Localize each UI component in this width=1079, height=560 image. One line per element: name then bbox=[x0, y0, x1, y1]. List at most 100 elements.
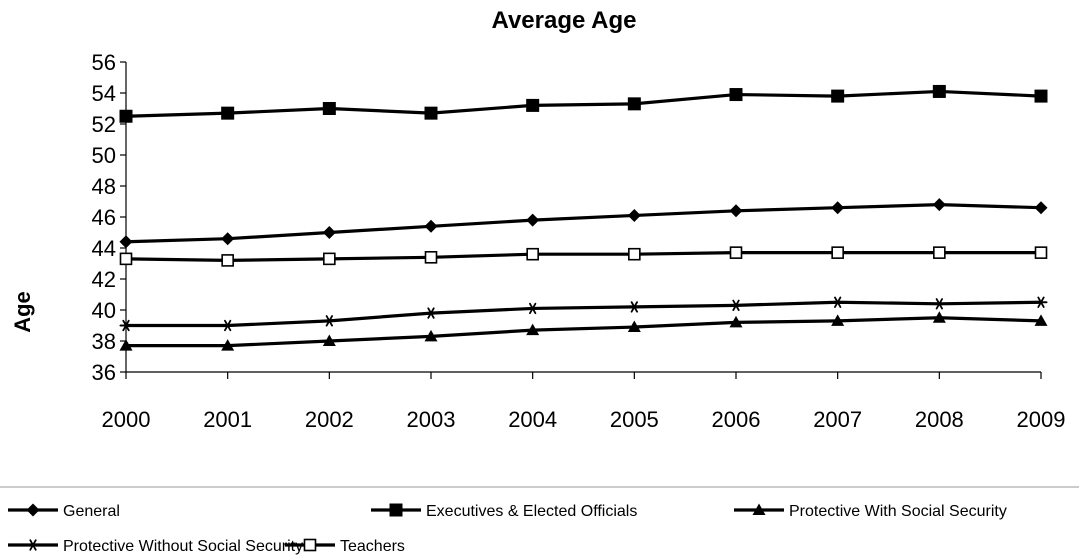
data-point bbox=[323, 252, 336, 266]
data-point bbox=[628, 247, 641, 261]
legend-marker bbox=[389, 503, 403, 517]
data-point bbox=[526, 213, 540, 227]
legend-item: Teachers bbox=[285, 538, 405, 555]
y-tick-label: 48 bbox=[92, 174, 116, 199]
series-layer bbox=[119, 84, 1048, 351]
data-point bbox=[831, 296, 845, 308]
data-point bbox=[119, 319, 133, 332]
legend-item: Protective With Social Security bbox=[734, 503, 1007, 520]
data-point bbox=[526, 98, 540, 112]
data-point bbox=[424, 307, 438, 319]
data-point bbox=[526, 323, 540, 336]
data-point bbox=[424, 106, 438, 120]
legend-label: Protective With Social Security bbox=[789, 503, 1007, 520]
data-point bbox=[831, 201, 845, 215]
data-point bbox=[627, 97, 641, 111]
legend-label: Protective Without Social Security bbox=[63, 538, 303, 555]
legend-label: Teachers bbox=[340, 538, 405, 555]
y-tick-label: 52 bbox=[92, 112, 116, 137]
data-point bbox=[932, 298, 946, 310]
legend-label: Executives & Elected Officials bbox=[426, 503, 637, 520]
data-point bbox=[729, 88, 743, 102]
data-point bbox=[119, 252, 133, 266]
data-point bbox=[424, 219, 438, 233]
y-tick-label: 42 bbox=[92, 267, 116, 292]
data-point bbox=[1034, 246, 1048, 259]
x-tick-label: 2008 bbox=[915, 407, 964, 432]
y-tick-label: 36 bbox=[92, 360, 116, 385]
data-point bbox=[119, 235, 133, 249]
data-point bbox=[729, 246, 743, 259]
data-point bbox=[932, 198, 946, 212]
data-point bbox=[221, 232, 235, 246]
data-point bbox=[526, 247, 539, 261]
data-point bbox=[322, 226, 336, 239]
legend-marker bbox=[26, 539, 40, 551]
data-point bbox=[932, 84, 946, 98]
data-point bbox=[729, 315, 743, 328]
series-line bbox=[125, 89, 1042, 118]
series-1 bbox=[119, 198, 1048, 249]
x-tick-label: 2006 bbox=[712, 407, 761, 432]
legend-item: General bbox=[8, 503, 120, 520]
x-tick-label: 2005 bbox=[610, 407, 659, 432]
series-line bbox=[125, 251, 1041, 262]
y-axis-label: Age bbox=[10, 291, 35, 333]
data-point bbox=[627, 301, 641, 313]
data-point bbox=[221, 339, 235, 351]
x-tick-label: 2009 bbox=[1017, 407, 1066, 432]
legend-marker bbox=[303, 538, 317, 552]
y-tick-label: 54 bbox=[92, 81, 116, 106]
data-point bbox=[729, 299, 743, 312]
data-point bbox=[221, 254, 234, 267]
y-tick-label: 56 bbox=[92, 50, 116, 75]
data-point bbox=[627, 320, 641, 333]
series-4 bbox=[119, 296, 1048, 332]
data-point bbox=[1034, 296, 1048, 308]
series-3 bbox=[119, 311, 1048, 351]
x-tick-label: 2000 bbox=[102, 407, 151, 432]
legend-label: General bbox=[63, 503, 120, 520]
series-2 bbox=[119, 84, 1048, 123]
data-point bbox=[119, 109, 133, 123]
chart-title: Average Age bbox=[492, 7, 637, 34]
y-tick-label: 44 bbox=[92, 236, 116, 261]
series-line bbox=[126, 300, 1042, 328]
legend-item: Executives & Elected Officials bbox=[371, 503, 637, 520]
y-tick-label: 40 bbox=[92, 298, 116, 323]
legend-marker bbox=[752, 503, 766, 515]
data-point bbox=[932, 311, 946, 323]
x-tick-label: 2003 bbox=[407, 407, 456, 432]
data-point bbox=[526, 302, 540, 315]
legend-marker bbox=[26, 503, 40, 517]
data-point bbox=[831, 246, 844, 259]
y-tick-label: 50 bbox=[92, 143, 116, 168]
data-point bbox=[831, 89, 845, 103]
data-point bbox=[1034, 314, 1048, 326]
y-tick-label: 38 bbox=[92, 329, 116, 354]
data-point bbox=[322, 102, 336, 115]
data-point bbox=[221, 319, 235, 332]
series-5 bbox=[119, 246, 1048, 267]
data-point bbox=[1034, 201, 1048, 215]
legend-item: Protective Without Social Security bbox=[8, 538, 303, 555]
data-point bbox=[322, 334, 336, 346]
legend: General Executives & Elected Officials Pro… bbox=[8, 503, 1007, 555]
x-tick-label: 2007 bbox=[813, 407, 862, 432]
y-tick-label: 46 bbox=[92, 205, 116, 230]
data-point bbox=[729, 204, 743, 218]
data-point bbox=[119, 339, 133, 351]
data-point bbox=[933, 246, 946, 259]
data-point bbox=[1034, 89, 1048, 103]
data-point bbox=[322, 315, 336, 327]
x-tick-label: 2001 bbox=[203, 407, 252, 432]
data-point bbox=[424, 251, 438, 264]
x-tick-label: 2004 bbox=[508, 407, 557, 432]
data-point bbox=[221, 106, 235, 120]
axes: 36 38 40 42 44 46 48 50 52 54 56 2000 2001 2002 2003 20… bbox=[92, 50, 1066, 432]
data-point bbox=[424, 329, 438, 342]
x-tick-label: 2002 bbox=[305, 407, 354, 432]
data-point bbox=[831, 314, 845, 326]
data-point bbox=[627, 208, 641, 222]
series-line bbox=[126, 316, 1042, 348]
